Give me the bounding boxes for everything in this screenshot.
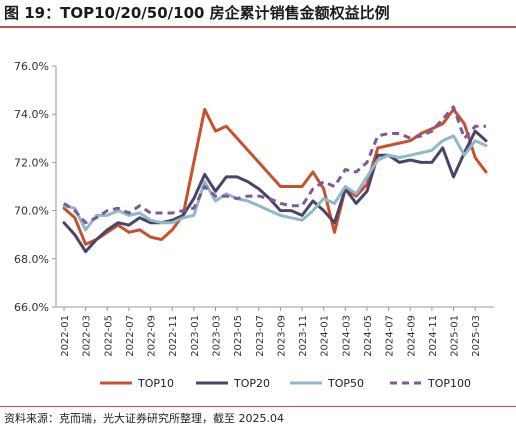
series-line-top100 <box>63 105 486 225</box>
y-tick-label: 72.0% <box>14 156 49 169</box>
x-tick-label: 2022-05 <box>103 315 114 357</box>
legend: TOP10 TOP20 TOP50 TOP100 <box>100 377 471 390</box>
legend-label-top50: TOP50 <box>327 377 364 390</box>
x-axis: 2022-01 2022-03 2022-05 2022-07 2022-09 2022-… <box>56 306 494 357</box>
x-tick-label: 2022-11 <box>168 315 179 357</box>
y-axis: 66.0% 68.0% 70.0% 72.0% 74.0% 76.0% <box>14 60 57 314</box>
x-tick-label: 2024-01 <box>320 315 331 357</box>
y-tick-label: 66.0% <box>14 301 49 314</box>
x-tick-label: 2023-07 <box>255 315 266 357</box>
x-tick-label: 2023-09 <box>276 315 287 357</box>
x-tick-label: 2024-05 <box>363 315 374 357</box>
source-divider <box>0 406 516 407</box>
line-chart: 66.0%68.0%70.0%72.0%74.0%76.0% 2022-01 20… <box>14 60 494 390</box>
series-line-top20 <box>62 129 488 254</box>
x-tick-label: 2022-03 <box>82 315 93 357</box>
x-tick-label: 2022-09 <box>147 315 158 357</box>
x-tick-label: 2022-07 <box>125 315 136 357</box>
y-tick-label: 68.0% <box>14 253 49 266</box>
y-tick-label: 74.0% <box>14 108 49 121</box>
x-tick-label: 2023-03 <box>211 315 222 357</box>
title-divider <box>0 26 516 28</box>
y-tick-label: 76.0% <box>14 60 49 73</box>
legend-label-top100: TOP100 <box>427 377 471 390</box>
x-tick-label: 2022-01 <box>60 315 71 357</box>
x-tick-label: 2024-03 <box>341 315 352 357</box>
y-tick-label: 70.0% <box>14 205 49 218</box>
source-note: 资料来源：克而瑞，光大证券研究所整理，截至 2025.04 <box>4 412 284 425</box>
series-line-top50 <box>62 134 488 232</box>
series-lines <box>62 105 488 254</box>
x-tick-label: 2023-01 <box>190 315 201 357</box>
legend-label-top20: TOP20 <box>233 377 270 390</box>
x-tick-label: 2023-11 <box>298 315 309 357</box>
x-tick-label: 2024-11 <box>428 315 439 357</box>
x-tick-label: 2024-09 <box>406 315 417 357</box>
x-tick-label: 2024-07 <box>385 315 396 357</box>
x-tick-label: 2023-05 <box>233 315 244 357</box>
chart-title: 图 19：TOP10/20/50/100 房企累计销售金额权益比例 <box>4 4 390 22</box>
x-tick-label: 2025-03 <box>471 315 482 357</box>
legend-label-top10: TOP10 <box>137 377 174 390</box>
x-tick-label: 2025-01 <box>450 315 461 357</box>
